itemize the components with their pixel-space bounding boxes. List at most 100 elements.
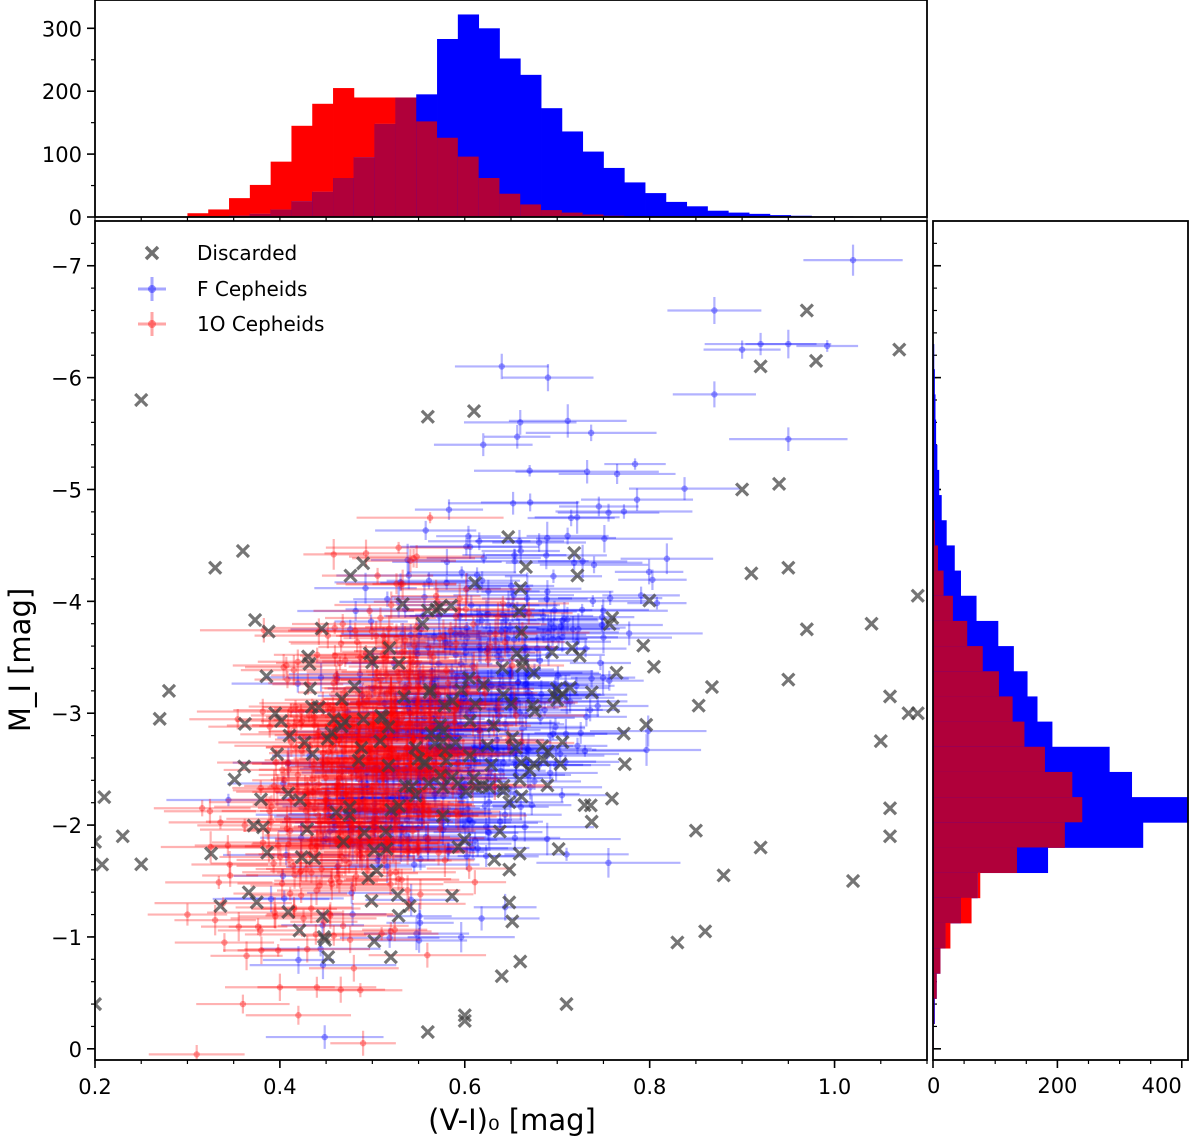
point-marker (303, 865, 310, 873)
point-marker (322, 797, 329, 804)
error-bar (299, 801, 420, 817)
error-bar (460, 817, 519, 849)
error-bar (627, 596, 687, 610)
point-marker (466, 816, 473, 823)
point-marker (586, 706, 594, 714)
point-marker (407, 557, 414, 564)
data-point (667, 296, 762, 325)
error-bar (629, 477, 741, 501)
error-bar (398, 629, 481, 649)
point-marker (521, 608, 529, 615)
data-point (307, 819, 372, 846)
point-marker (524, 585, 531, 592)
error-bar (250, 878, 389, 893)
data-point (513, 619, 609, 634)
point-marker (391, 926, 398, 933)
data-point (327, 679, 418, 698)
data-point (401, 535, 539, 559)
error-bar (558, 463, 676, 485)
point-marker (406, 663, 413, 670)
discarded-point (134, 857, 149, 872)
data-point (288, 671, 387, 686)
point-marker (469, 844, 476, 852)
point-marker (481, 802, 489, 810)
data-point (363, 917, 470, 951)
error-bar (516, 600, 593, 620)
top-hist-bar-overlap (541, 210, 563, 217)
top-hist-y-tick-label: 300 (42, 17, 82, 41)
point-marker (536, 657, 544, 664)
discarded-point (420, 1024, 435, 1040)
data-point (338, 781, 438, 815)
error-bar (444, 736, 552, 769)
point-marker (451, 719, 459, 726)
point-marker (331, 624, 338, 632)
point-marker (528, 801, 535, 809)
point-marker (410, 800, 418, 808)
data-point (484, 424, 551, 449)
point-marker (564, 616, 571, 623)
error-bar (427, 812, 512, 827)
point-marker (484, 774, 492, 781)
point-marker (600, 634, 607, 641)
data-point (462, 548, 567, 562)
data-point (401, 832, 549, 849)
data-point (317, 684, 407, 707)
data-point (450, 641, 565, 658)
point-marker (281, 777, 288, 784)
top-hist-bar-overlap (291, 201, 313, 217)
error-bar (433, 795, 536, 817)
error-bar (258, 759, 337, 791)
point-marker (470, 664, 478, 671)
error-bar (433, 572, 501, 604)
point-marker (415, 632, 423, 639)
error-bar (453, 588, 575, 602)
data-point (467, 588, 558, 623)
error-bar (386, 666, 446, 688)
point-marker (357, 765, 364, 773)
point-marker (412, 673, 420, 680)
data-point (344, 695, 491, 714)
error-bar (322, 772, 382, 805)
data-point (333, 814, 466, 839)
discarded-point (494, 968, 509, 984)
point-marker (493, 706, 500, 714)
data-point (303, 539, 365, 570)
data-point (396, 643, 536, 663)
data-point (417, 627, 504, 640)
data-point (353, 794, 492, 828)
point-marker (502, 721, 509, 728)
point-marker (385, 752, 393, 760)
top-hist-bar-overlap (395, 97, 417, 217)
error-bar (539, 556, 649, 574)
error-bar (325, 541, 472, 554)
error-bar (433, 628, 558, 653)
point-marker (523, 595, 531, 602)
point-marker (414, 650, 421, 658)
data-point (245, 1005, 352, 1025)
data-point (344, 752, 405, 784)
data-point (400, 632, 529, 659)
point-marker (416, 913, 423, 920)
error-bar (475, 628, 539, 650)
error-bar (557, 503, 660, 522)
error-bar (484, 762, 572, 788)
right-hist-bar-overlap (933, 797, 1083, 823)
data-point (516, 600, 593, 620)
point-marker (412, 648, 420, 656)
data-point (275, 784, 380, 801)
point-marker (457, 698, 464, 705)
point-marker (522, 680, 530, 688)
data-point (545, 707, 627, 727)
data-point (515, 603, 649, 616)
data-point (287, 774, 351, 794)
right-hist-bar-1o (977, 872, 981, 899)
error-bar (251, 899, 337, 919)
point-marker (526, 499, 534, 506)
point-marker (394, 765, 401, 772)
point-marker (403, 832, 410, 839)
data-point (344, 727, 472, 740)
point-marker (267, 895, 275, 903)
error-bar (443, 817, 530, 836)
data-point (629, 477, 741, 501)
